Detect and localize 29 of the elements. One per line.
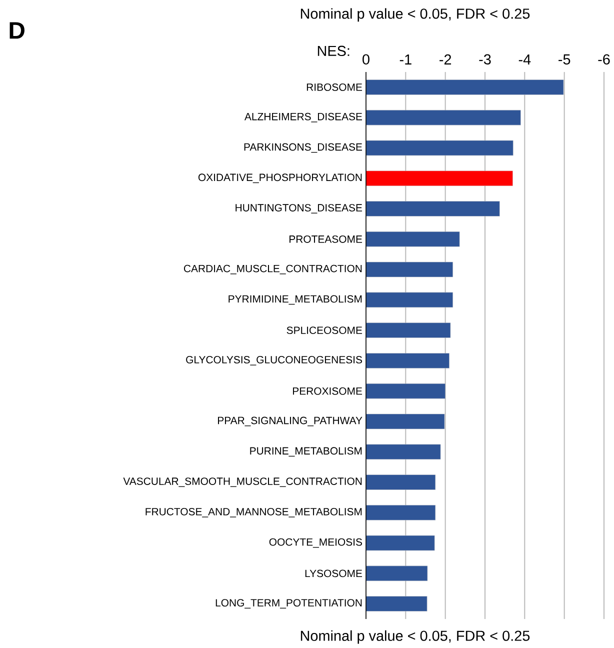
y-tick-label: OXIDATIVE_PHOSPHORYLATION [198,174,362,184]
y-tick-label: OOCYTE_MEIOSIS [269,538,362,548]
x-tick-label: -6 [598,54,610,64]
x-tick-label: -1 [400,54,412,64]
y-tick-label: PURINE_METABOLISM [250,447,362,457]
x-tick-label: -2 [440,54,452,64]
y-tick-label: HUNTINGTONS_DISEASE [236,204,362,214]
y-tick-label: LYSOSOME [305,570,362,578]
y-tick-label: PARKINSONS_DISEASE [244,143,362,153]
x-tick-label: -5 [558,54,570,64]
x-tick-label: 0 [362,54,370,64]
y-tick-label: RIBOSOME [306,83,362,91]
x-axis-title: NES: [318,46,350,56]
x-tick-label: -3 [479,54,491,64]
text: Nominal p value < 0.05, FDR < 0.25 [300,8,530,22]
text: D [10,22,24,39]
y-tick-label: GLYCOLYSIS_GLUCONEOGENESIS [186,356,362,366]
y-tick-label: PYRIMIDINE_METABOLISM [228,295,362,305]
y-tick-label: SPLICEOSOME [286,326,362,334]
y-tick-label: VASCULAR_SMOOTH_MUSCLE_CONTRACTION [123,478,362,487]
y-tick-label: LONG_TERM_POTENTIATION [216,599,362,608]
text: Nominal p value < 0.05, FDR < 0.25 [300,630,530,644]
y-tick-label: FRUCTOSE_AND_MANNOSE_METABOLISM [146,508,362,518]
y-tick-label: ALZHEIMERS_DISEASE [244,112,362,122]
y-tick-label: PROTEASOME [290,235,362,243]
x-tick-label: -4 [518,54,531,64]
y-tick-label: CARDIAC_MUSCLE_CONTRACTION [184,264,362,274]
y-tick-label: PEROXISOME [293,387,362,395]
y-tick-label: PPAR_SIGNALING_PATHWAY [218,416,362,426]
